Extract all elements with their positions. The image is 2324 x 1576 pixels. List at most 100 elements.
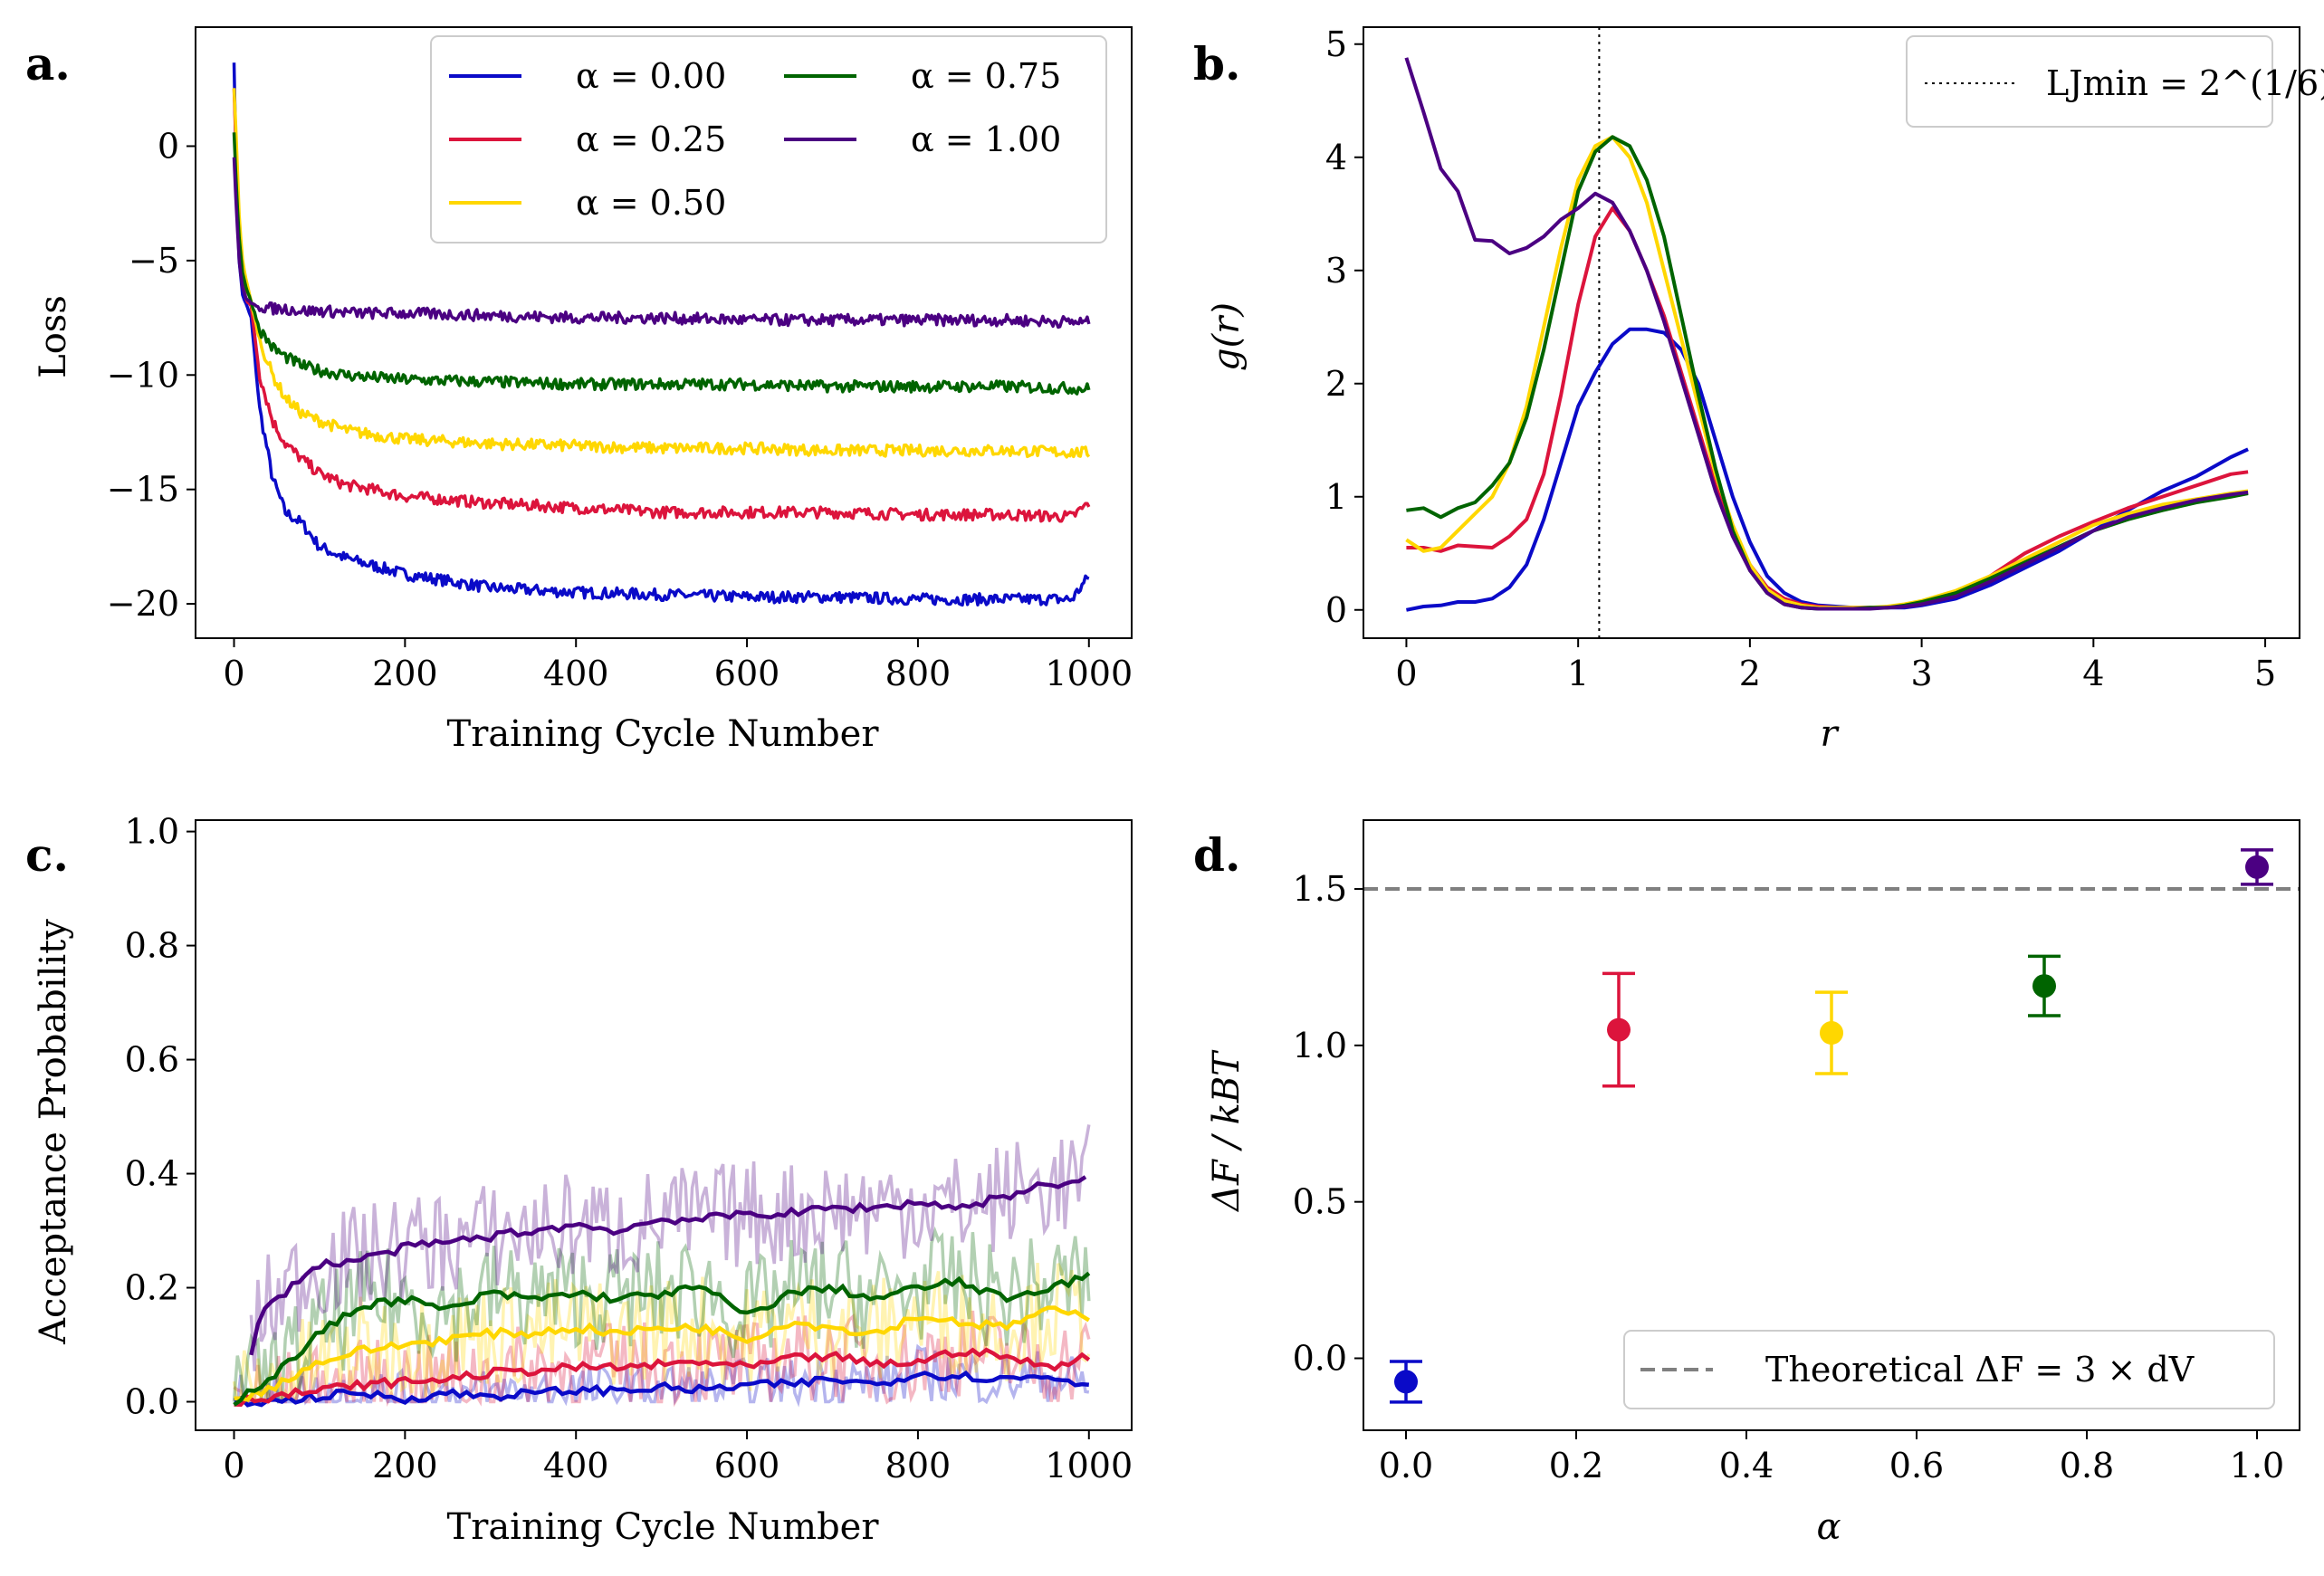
loss-line-a75 [232,132,1091,396]
acc-smooth-a0 [233,1370,1090,1408]
plot-c-frame [195,819,1133,1431]
plot-d-ytick-label: 0.0 [1293,1339,1347,1379]
gr-line-a100 [1404,57,2249,611]
legend-b-label: LJmin = 2^(1/6) [2046,63,2324,103]
gr-line-a0 [1406,327,2249,612]
point-a0 [1394,1370,1418,1394]
point-a100 [2245,855,2269,879]
plot-d-frame [1363,819,2300,1431]
legend-a-label-a100: α = 1.00 [911,119,1061,159]
panel-c: c. 0 200 400 600 800 1000 0.0 0.2 0.4 0.6 0.8 1.0 T… [25,812,1133,1548]
acc-raw-a0 [234,1343,1090,1408]
plot-c-xlabel: Training Cycle Number [447,1506,880,1548]
acc-raw-a25 [233,1310,1091,1408]
plot-a-xtick-label: 400 [543,654,609,693]
loss-line-a0 [232,62,1090,607]
legend-a-label-a75: α = 0.75 [911,56,1061,96]
loss-line-a100 [232,157,1091,330]
plot-b: 0 1 2 3 4 5 0 1 2 3 4 5 [1325,24,2300,693]
plot-c-ytick-label: 0.2 [125,1268,179,1308]
plot-b-xlabel: r [1820,713,1840,755]
plot-b-ytick-label: 5 [1325,24,1347,64]
plot-b-xtick-label: 5 [2254,654,2276,693]
plot-c-ytick-label: 0.0 [125,1382,179,1422]
legend-a: α = 0.00 α = 0.25 α = 0.50 α = 0.75 α = 1.00 [430,35,1107,244]
acc-smooth-a25 [234,1347,1091,1407]
legend-a-label-a0: α = 0.00 [576,56,726,96]
point-a50 [1820,1021,1843,1046]
plot-c-ytick-label: 0.8 [125,926,179,966]
plot-a-ytick-label: −5 [129,241,179,281]
plot-c-xtick-label: 0 [223,1446,244,1485]
plot-c-lines [232,1124,1091,1408]
plot-a-xlabel: Training Cycle Number [447,713,880,755]
panel-a-letter: a. [25,37,71,91]
plot-a: 0 200 400 600 800 1000 0 −5 −10 −15 −20 [107,26,1133,693]
plot-a-ylabel: Loss [33,295,74,378]
plot-b-xtick-label: 0 [1395,654,1417,693]
plot-a-xtick-label: 0 [223,654,244,693]
plot-c-xtick-label: 800 [885,1446,952,1485]
plot-b-xtick-label: 3 [1911,654,1933,693]
legend-b-box [1906,35,2273,128]
plot-d-ytick-label: 1.0 [1293,1026,1347,1065]
point-a25 [1607,1017,1631,1042]
plot-a-ytick-label: −10 [107,355,179,395]
plot-c-xtick-label: 200 [372,1446,438,1485]
legend-a-label-a50: α = 0.50 [576,183,726,223]
panel-b-letter: b. [1193,37,1240,91]
plot-a-xtick-label: 600 [714,654,780,693]
plot-d-ytick-label: 0.5 [1293,1182,1347,1222]
plot-b-xtick-label: 1 [1567,654,1589,693]
acc-smooth-a75 [233,1271,1091,1407]
plot-a-xtick-label: 800 [885,654,952,693]
legend-a-label-a25: α = 0.25 [576,119,726,159]
legend-d-label: Theoretical ΔF = 3 × dV [1765,1350,2195,1390]
plot-b-frame [1363,26,2300,639]
plot-a-ytick-label: −20 [107,584,179,624]
plot-a-lines [232,62,1091,607]
acc-smooth-a50 [234,1305,1090,1402]
plot-d-ytick-label: 1.5 [1293,869,1347,909]
panel-c-letter: c. [25,828,69,882]
plot-c-xtick-label: 400 [543,1446,609,1485]
plot-c-ylabel: Acceptance Probability [33,919,74,1345]
panel-b: b. 0 1 2 3 4 5 0 1 2 3 4 5 LJmin = 2^(1/6) r g(r) [1193,24,2324,755]
plot-b-ytick-label: 3 [1325,251,1347,291]
panel-d: d. 0.0 0.2 0.4 0.6 0.8 1.0 0.0 0.5 1.0 1.5 Theore… [1193,819,2300,1548]
plot-a-ytick-label: −15 [107,470,179,510]
plot-c-ytick-label: 1.0 [125,812,179,852]
plot-b-ytick-label: 1 [1325,477,1347,517]
plot-b-xtick-label: 2 [1739,654,1761,693]
plot-b-xtick-label: 4 [2082,654,2104,693]
legend-b: LJmin = 2^(1/6) [1906,35,2324,128]
acc-raw-a100 [249,1124,1091,1371]
plot-d-xlabel: α [1816,1506,1841,1548]
plot-a-frame [195,26,1133,639]
plot-d-xtick-label: 0.2 [1549,1446,1603,1485]
plot-d-xtick-label: 1.0 [2230,1446,2284,1485]
plot-b-lines [1404,27,2249,638]
plot-c-xtick-label: 600 [714,1446,780,1485]
plot-d: 0.0 0.2 0.4 0.6 0.8 1.0 0.0 0.5 1.0 1.5 [1293,819,2300,1485]
plot-d-ylabel: ΔF / kBT [1206,1049,1248,1213]
plot-a-ytick-label: 0 [158,126,179,166]
plot-a-xtick-label: 1000 [1045,654,1133,693]
plot-c: 0 200 400 600 800 1000 0.0 0.2 0.4 0.6 0.8 1.0 [125,812,1133,1485]
plot-d-xtick-label: 0.0 [1379,1446,1433,1485]
plot-b-ytick-label: 0 [1325,590,1347,630]
plot-d-xtick-label: 0.6 [1889,1446,1944,1485]
legend-a-box [430,35,1107,244]
plot-b-ylabel: g(r) [1206,302,1248,371]
plot-c-ytick-label: 0.4 [125,1154,179,1194]
plot-b-ytick-label: 2 [1325,364,1347,404]
panel-d-letter: d. [1193,828,1240,882]
plot-b-ytick-label: 4 [1325,138,1347,177]
legend-d-box [1623,1330,2275,1409]
plot-c-ytick-label: 0.6 [125,1040,179,1080]
plot-c-xtick-label: 1000 [1045,1446,1133,1485]
panel-a: a. 0 200 400 600 800 1000 0 −5 −10 −15 −20 α = 0.0… [25,26,1133,755]
loss-line-a25 [232,88,1091,523]
plot-d-xtick-label: 0.8 [2060,1446,2114,1485]
